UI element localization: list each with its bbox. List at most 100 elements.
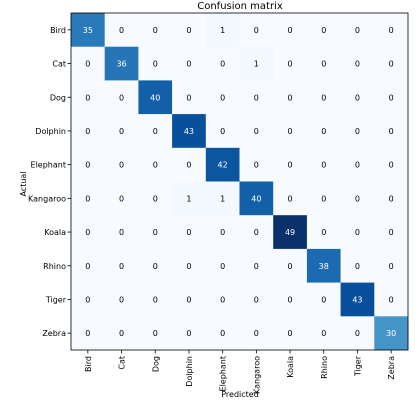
cell-value-label: 0 [186,228,191,237]
heatmap-cell [239,46,274,81]
heatmap-cell [71,316,105,351]
heatmap-cell [138,181,173,216]
cell-value-label: 0 [119,329,124,338]
x-tick-label: Koala [286,356,295,378]
cell-value-label: 0 [220,329,225,338]
cell-value-label: 0 [355,93,360,102]
plot-frame [70,12,409,351]
x-tick-label: Cat [118,356,127,370]
heatmap-cell [71,13,105,47]
cell-value-label: 0 [85,161,90,170]
heatmap-cell [374,13,409,47]
heatmap-cell [104,248,139,283]
cell-value-label: 0 [254,161,259,170]
cell-value-label: 30 [386,329,396,338]
cell-value-label: 0 [254,127,259,136]
heatmap-cell [306,282,341,317]
chart-title: Confusion matrix [197,1,283,12]
cell-value-label: 0 [254,228,259,237]
heatmap-cell [273,114,308,149]
heatmap-cell [205,80,240,115]
heatmap-cell [239,248,274,283]
heatmap-cell [104,181,139,216]
cell-value-label: 0 [288,127,293,136]
cell-value-label: 0 [220,295,225,304]
cell-value-label: 0 [186,60,191,69]
heatmap-cell [340,316,375,351]
cell-value-label: 0 [85,93,90,102]
heatmap-cell [172,147,207,182]
heatmap-cell [374,147,409,182]
cell-value-label: 0 [220,60,225,69]
heatmap-cell [374,316,409,351]
y-tick-label: Bird [50,26,66,35]
y-tick-label: Dog [50,93,66,102]
heatmap-cell [239,181,274,216]
heatmap-cell [374,282,409,317]
heatmap-cell [374,181,409,216]
cell-value-label: 0 [389,262,394,271]
heatmap-cell [306,248,341,283]
heatmap-cell [273,13,308,47]
cell-value-label: 0 [288,262,293,271]
cell-value-label: 0 [355,262,360,271]
heatmap-cell [172,46,207,81]
cell-value-label: 0 [254,93,259,102]
x-axis-label: Predicted [221,390,259,399]
cell-value-label: 0 [220,262,225,271]
heatmap-cell [71,282,105,317]
heatmap-cell [71,114,105,149]
cell-value-label: 0 [153,161,158,170]
y-tick-label: Tiger [45,295,67,304]
x-axis-ticks: Bird Cat Dog Dolphin Elephant Kangaroo Koala Rh… [84,350,396,394]
cell-value-label: 0 [153,26,158,35]
cell-value-label: 0 [288,93,293,102]
y-axis-ticks: Bird Cat Dog Dolphin Elephant Kangaroo Koala Rh… [28,26,71,338]
cell-value-label: 0 [153,228,158,237]
heatmap-cell [172,316,207,351]
heatmap-cell [205,13,240,47]
heatmap-cell [138,46,173,81]
cell-value-label: 0 [389,26,394,35]
y-tick-label: Rhino [43,262,66,271]
heatmap-cell [239,13,274,47]
cell-value-label: 49 [285,228,295,237]
heatmap-cell [104,282,139,317]
cell-value-label: 0 [288,26,293,35]
heatmap-cell [273,248,308,283]
y-axis-label: Actual [19,171,28,196]
cell-value-label: 0 [153,329,158,338]
cell-value-label: 0 [85,60,90,69]
heatmap-cell [340,282,375,317]
y-tick-label: Cat [52,60,66,69]
heatmap-cell [205,181,240,216]
cell-value-label: 0 [85,329,90,338]
cell-value-label: 0 [186,93,191,102]
cell-value-label: 0 [389,194,394,203]
cell-value-label: 1 [220,194,225,203]
heatmap-cell [172,80,207,115]
heatmap-cell [340,46,375,81]
heatmap-cell [374,114,409,149]
heatmap-cell [374,46,409,81]
heatmap-cell [138,248,173,283]
heatmap-cell [374,215,409,250]
heatmap-cell [306,215,341,250]
cell-value-label: 0 [153,60,158,69]
heatmap-cell [138,114,173,149]
heatmap-cell [172,248,207,283]
cell-value-label: 0 [355,329,360,338]
heatmap-cell [340,215,375,250]
cell-value-label: 0 [119,228,124,237]
heatmap-cell [306,316,341,351]
heatmap-cell [306,46,341,81]
cell-value-label: 0 [389,60,394,69]
cell-value-label: 0 [119,295,124,304]
cell-value-label: 0 [288,194,293,203]
heatmap-cell [172,13,207,47]
heatmap-cell [239,80,274,115]
cell-value-label: 0 [220,127,225,136]
cell-value-label: 38 [319,262,329,271]
